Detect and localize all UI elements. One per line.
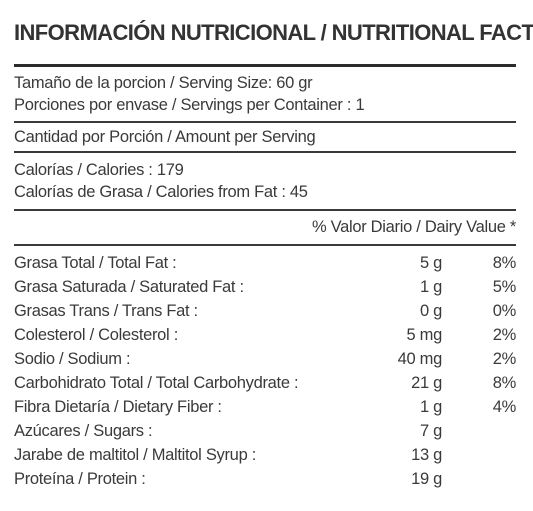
nutrient-label: Azúcares / Sugars : (14, 421, 153, 440)
nutrient-amount: 19 g (411, 469, 442, 488)
nutrient-row: Sodio / Sodium : 40 mg 2% (14, 347, 516, 371)
amount-per-serving: Cantidad por Porción / Amount per Servin… (14, 128, 316, 146)
divider (14, 244, 516, 246)
title-divider (14, 64, 516, 67)
divider (14, 121, 516, 123)
nutrient-daily-value: 4% (492, 397, 517, 416)
nutrient-row: Azúcares / Sugars : 7 g (14, 419, 516, 443)
nutrient-amount: 5 g (419, 253, 442, 272)
servings-per-container: Porciones por envase / Servings per Cont… (14, 96, 365, 114)
nutrient-row: Colesterol / Colesterol : 5 mg 2% (14, 323, 516, 347)
nutrient-label: Grasa Saturada / Saturated Fat : (14, 277, 244, 296)
nutrient-daily-value: 8% (492, 373, 517, 392)
nutrient-label: Colesterol / Colesterol : (14, 325, 178, 344)
nutrient-row: Grasa Total / Total Fat : 5 g 8% (14, 251, 516, 275)
divider (14, 151, 516, 153)
nutrient-amount: 13 g (411, 445, 442, 464)
nutrient-amount: 40 mg (397, 349, 443, 368)
divider (14, 209, 516, 211)
nutrient-row: Grasa Saturada / Saturated Fat : 1 g 5% (14, 275, 516, 299)
serving-info: Tamaño de la porcion / Serving Size: 60 … (14, 67, 516, 121)
daily-value-header: % Valor Diario / Dairy Value * (311, 218, 516, 236)
calories-from-fat: Calorías de Grasa / Calories from Fat : … (14, 183, 308, 201)
nutrient-amount: 1 g (419, 277, 442, 296)
calories: Calorías / Calories : 179 (14, 161, 184, 179)
nutrient-amount: 0 g (419, 301, 442, 320)
nutrient-daily-value: 5% (492, 277, 517, 296)
nutrient-row: Carbohidrato Total / Total Carbohydrate … (14, 371, 516, 395)
nutrient-amount: 1 g (419, 397, 442, 416)
nutrient-label: Grasa Total / Total Fat : (14, 253, 177, 272)
nutrient-label: Grasas Trans / Trans Fat : (14, 301, 198, 320)
panel-title: INFORMACIÓN NUTRICIONAL / NUTRITIONAL FA… (14, 20, 533, 45)
nutrient-label: Jarabe de maltitol / Maltitol Syrup : (14, 445, 257, 464)
nutrient-label: Sodio / Sodium : (14, 349, 131, 368)
calories-info: Calorías / Calories : 179 Calorías de Gr… (14, 153, 516, 209)
nutrient-label: Carbohidrato Total / Total Carbohydrate … (14, 373, 299, 392)
nutrient-amount: 5 mg (406, 325, 443, 344)
nutrient-daily-value: 2% (492, 349, 517, 368)
nutrient-row: Fibra Dietaría / Dietary Fiber : 1 g 4% (14, 395, 516, 419)
nutrient-row: Jarabe de maltitol / Maltitol Syrup : 13… (14, 443, 516, 467)
nutrient-list: Grasa Total / Total Fat : 5 g 8% Grasa S… (14, 246, 516, 491)
serving-size: Tamaño de la porcion / Serving Size: 60 … (14, 74, 313, 92)
nutrient-label: Fibra Dietaría / Dietary Fiber : (14, 397, 222, 416)
nutrient-daily-value: 0% (492, 301, 517, 320)
nutrient-amount: 7 g (419, 421, 442, 440)
nutrient-amount: 21 g (411, 373, 442, 392)
nutrient-label: Proteína / Protein : (14, 469, 146, 488)
nutrient-daily-value: 8% (492, 253, 517, 272)
nutrient-row: Proteína / Protein : 19 g (14, 467, 516, 491)
nutrient-row: Grasas Trans / Trans Fat : 0 g 0% (14, 299, 516, 323)
nutrient-daily-value: 2% (492, 325, 517, 344)
